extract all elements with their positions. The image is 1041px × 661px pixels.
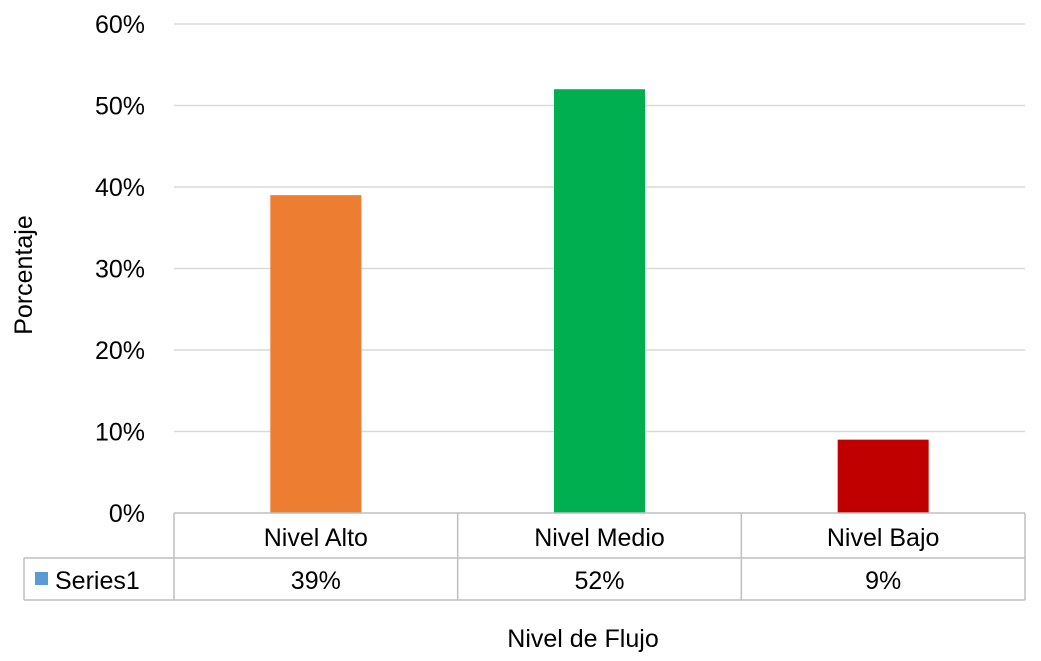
- bars: [270, 89, 929, 513]
- y-axis-title: Porcentaje: [10, 215, 38, 335]
- legend-series-name: Series1: [55, 567, 140, 595]
- data-table-value: 52%: [574, 567, 624, 595]
- y-tick-label: 20%: [95, 337, 145, 365]
- data-table: Nivel Alto Nivel Medio Nivel Bajo Series1 39…: [23, 512, 1026, 601]
- data-table-value: 39%: [291, 567, 341, 595]
- y-tick-label: 0%: [109, 500, 145, 528]
- y-tick-label: 30%: [95, 256, 145, 284]
- y-tick-label: 50%: [95, 93, 145, 121]
- y-tick-label: 10%: [95, 419, 145, 447]
- y-tick-label: 60%: [95, 11, 145, 39]
- legend-key: [35, 572, 48, 585]
- y-tick-label: 40%: [95, 174, 145, 202]
- x-tick-label: Nivel Medio: [534, 524, 665, 552]
- bar: [270, 195, 362, 513]
- x-tick-label: Nivel Alto: [264, 524, 368, 552]
- y-axis-ticks: 0% 10% 20% 30% 40% 50% 60%: [95, 11, 145, 528]
- bar: [837, 439, 929, 513]
- x-tick-label: Nivel Bajo: [827, 524, 940, 552]
- bar: [554, 89, 645, 513]
- data-table-value: 9%: [865, 567, 901, 595]
- x-axis-title: Nivel de Flujo: [507, 625, 658, 653]
